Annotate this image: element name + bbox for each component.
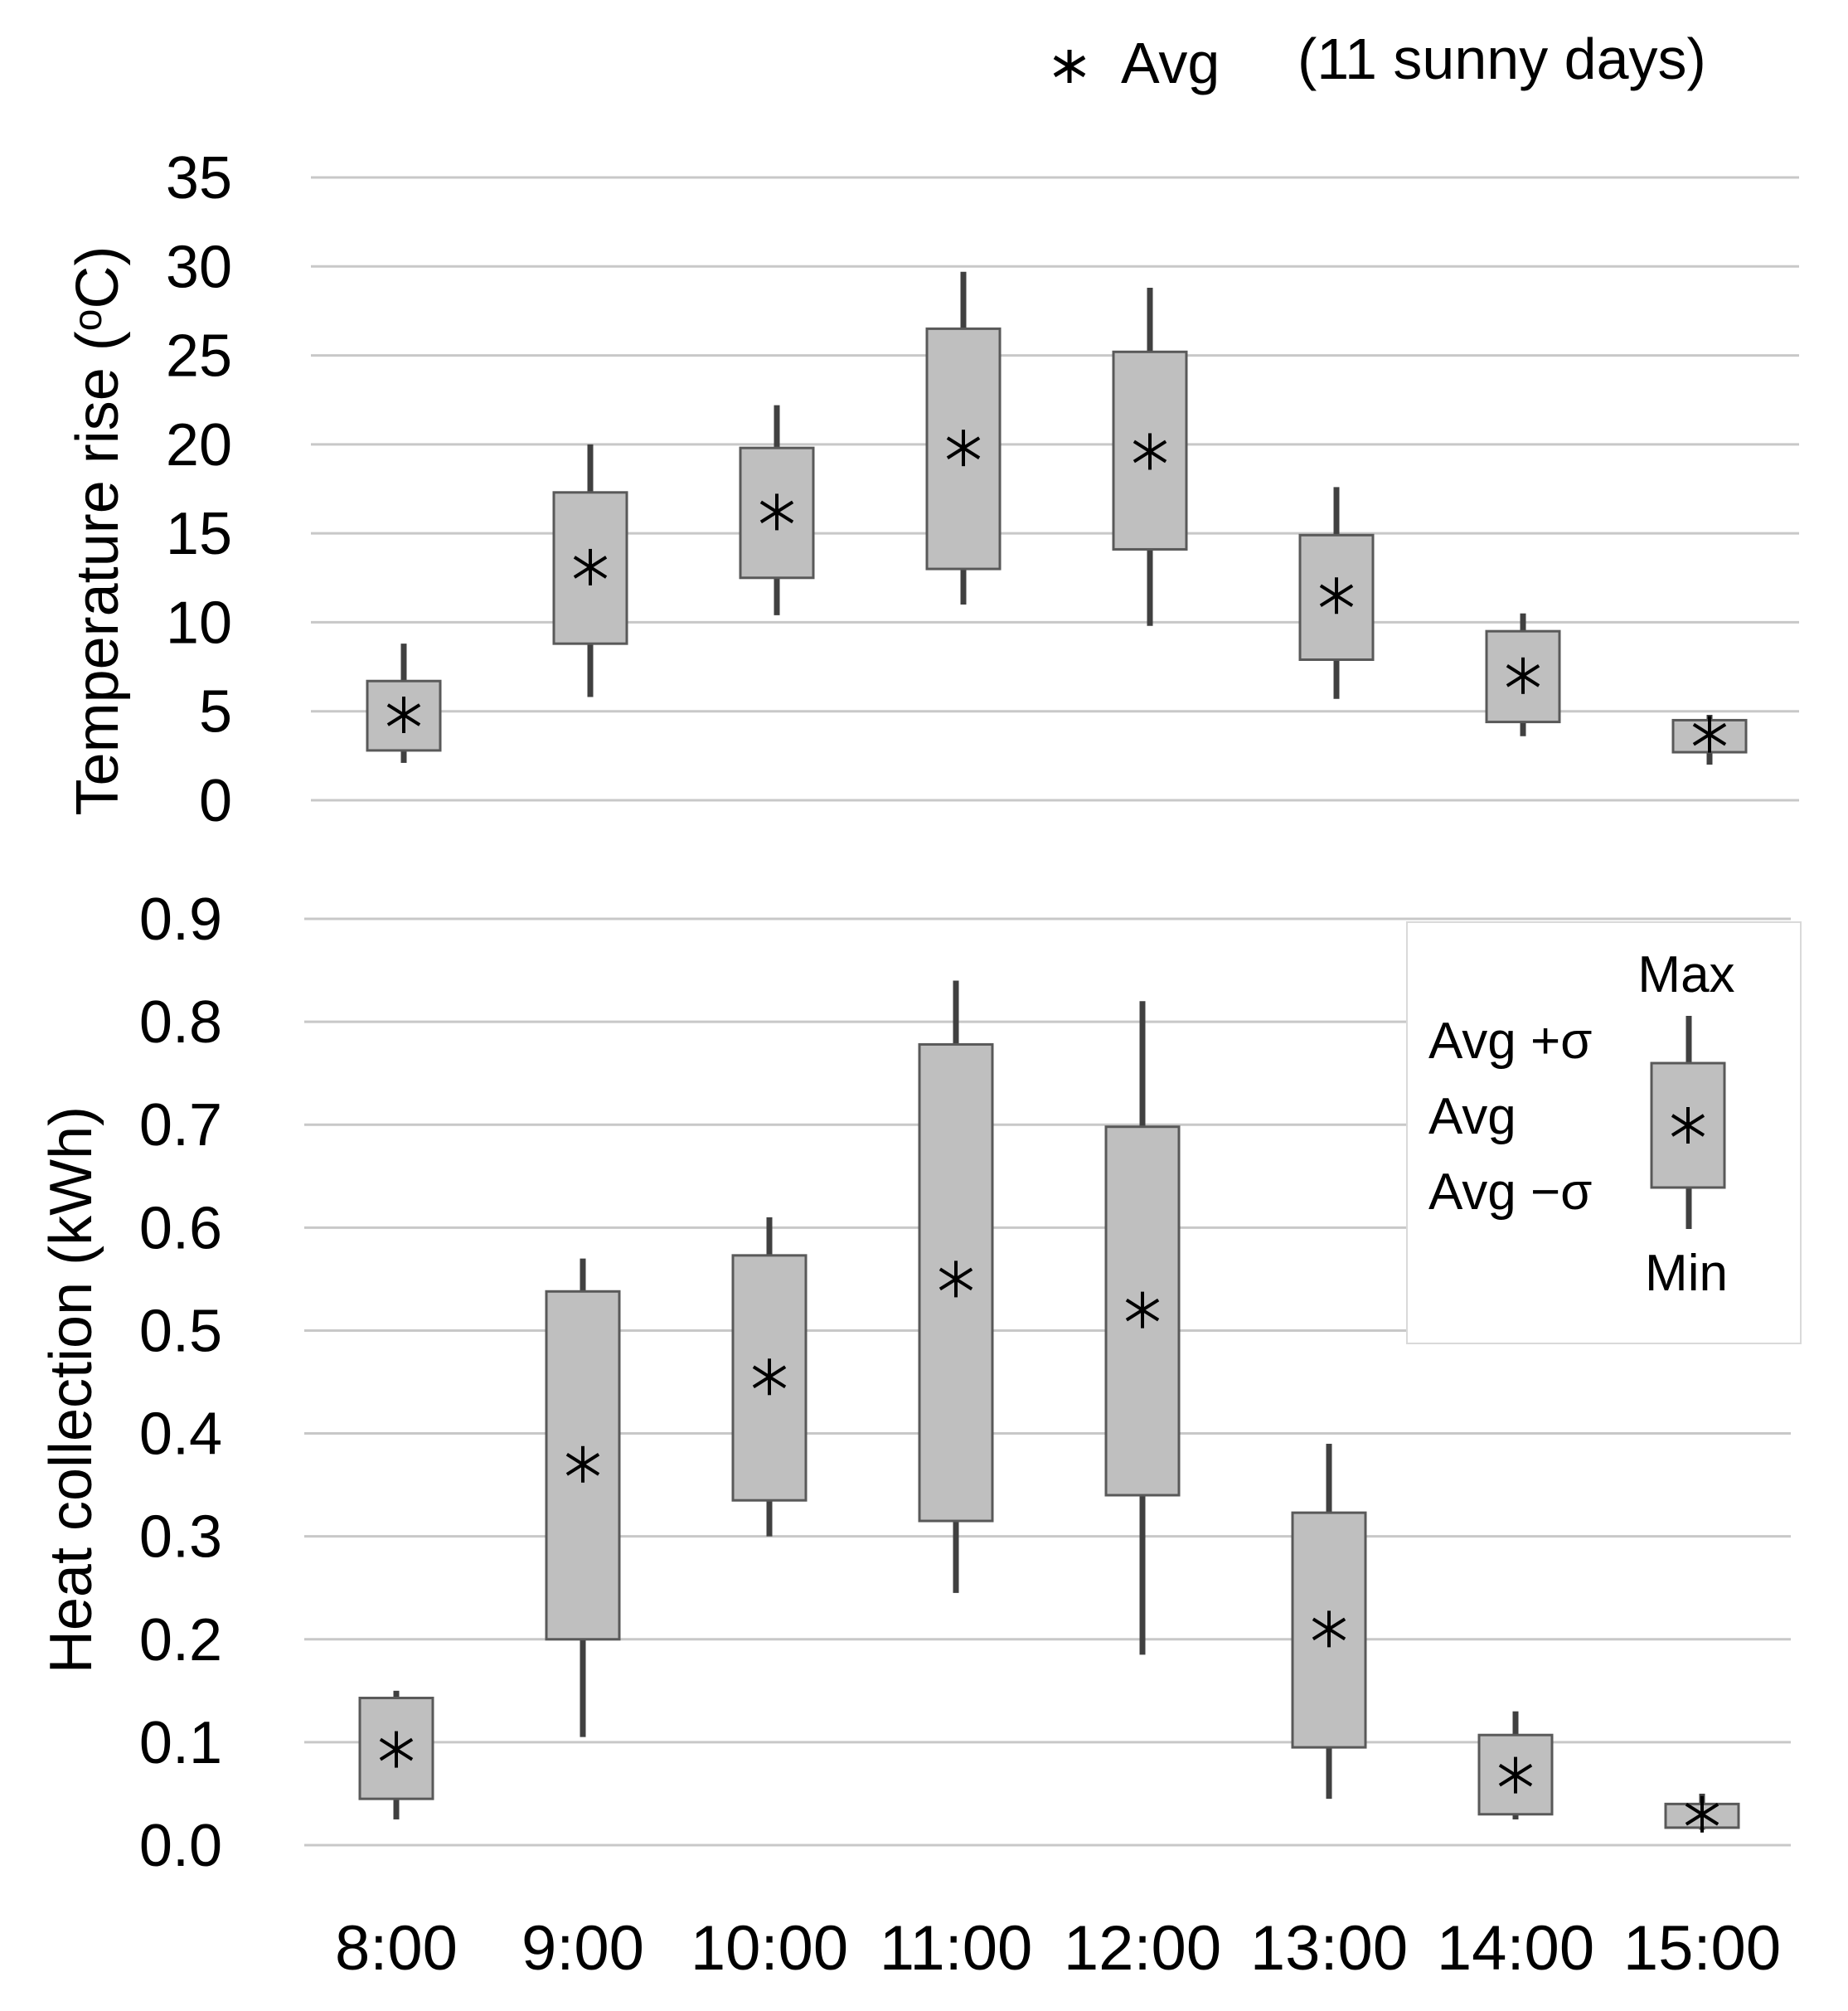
temperature-avg-marker [1506, 657, 1540, 694]
header-legend: Avg (11 sunny days) [1053, 27, 1706, 95]
heat-avg-marker [565, 1445, 600, 1483]
heat-y-tick-label: 0.8 [139, 989, 222, 1056]
legend-min-label: Min [1645, 1245, 1728, 1302]
heat-box-group [358, 1690, 434, 1819]
heat-avg-marker [1685, 1795, 1719, 1833]
temperature-box-group [1671, 715, 1748, 765]
temperature-y-tick-label: 5 [199, 679, 232, 746]
x-tick-label: 13:00 [1250, 1913, 1408, 1984]
temperature-y-tick-label: 25 [166, 323, 232, 390]
heat-box-group [1477, 1711, 1554, 1819]
heat-box-group [545, 1258, 621, 1737]
temperature-avg-marker [946, 430, 981, 467]
heat-y-tick-label: 0.1 [139, 1710, 222, 1776]
temperature-avg-marker [1319, 577, 1354, 614]
box-legend-frame [1406, 921, 1802, 1344]
x-tick-label: 12:00 [1064, 1913, 1221, 1984]
heat-avg-marker [1125, 1291, 1160, 1329]
box-legend: Max Avg +σ Avg Avg −σ Min [1406, 921, 1802, 1344]
x-axis-tick-labels: 8:00 9:00 10:00 11:00 12:00 13:00 14:00 15:00 [335, 1913, 1781, 1984]
temperature-y-tick-label: 20 [166, 412, 232, 478]
heat-avg-marker [1312, 1610, 1346, 1648]
temperature-y-axis-label: Temperature rise (oC) [65, 246, 131, 816]
temperature-y-tick-label: 10 [166, 590, 232, 656]
temperature-avg-marker [386, 697, 421, 734]
x-tick-label: 14:00 [1437, 1913, 1594, 1984]
heat-y-tick-label: 0.0 [139, 1813, 222, 1879]
heat-boxes [358, 980, 1740, 1833]
heat-y-ticks: 0.0 0.1 0.2 0.3 0.4 0.5 0.6 0.7 0.8 0.9 [139, 886, 222, 1879]
heat-avg-marker [379, 1731, 414, 1768]
temperature-box-group [925, 271, 1002, 605]
heat-box-group [1664, 1793, 1740, 1833]
temperature-boxes [366, 271, 1748, 765]
heat-y-tick-label: 0.7 [139, 1092, 222, 1159]
heat-box-group [1104, 1001, 1181, 1655]
temperature-panel: 0 5 10 15 20 25 30 35 Temperature rise (oC) [65, 145, 1799, 834]
temperature-y-tick-label: 30 [166, 234, 232, 300]
heat-avg-marker [752, 1358, 787, 1396]
temperature-y-label-degree: o [66, 309, 110, 332]
heat-y-tick-label: 0.3 [139, 1504, 222, 1571]
legend-avg-plus-label: Avg +σ [1428, 1013, 1592, 1070]
temperature-box-group [1485, 613, 1561, 736]
x-tick-label: 11:00 [880, 1913, 1033, 1984]
temperature-box [925, 327, 1002, 571]
heat-box-group [1291, 1443, 1367, 1800]
heat-y-axis-label: Heat collection (kWh) [38, 1106, 104, 1673]
temperature-box [1485, 629, 1561, 724]
legend-avg-marker-icon [1671, 1107, 1705, 1144]
x-tick-label: 9:00 [521, 1913, 644, 1984]
heat-y-tick-label: 0.4 [139, 1401, 222, 1468]
temperature-y-tick-label: 15 [166, 501, 232, 567]
heat-avg-marker [1498, 1756, 1533, 1794]
temperature-avg-marker [759, 493, 794, 531]
heat-y-tick-label: 0.6 [139, 1195, 222, 1261]
x-tick-label: 15:00 [1623, 1913, 1781, 1984]
temperature-box-group [552, 444, 628, 697]
heat-box-group [918, 980, 994, 1593]
temperature-avg-marker [573, 548, 608, 585]
heat-avg-marker [939, 1261, 973, 1298]
legend-max-label: Max [1637, 946, 1734, 1003]
heat-panel: 0.0 0.1 0.2 0.3 0.4 0.5 0.6 0.7 0.8 0.9 Heat coll… [38, 886, 1802, 1984]
temperature-gridlines [311, 176, 1799, 802]
temperature-box-group [739, 405, 815, 615]
temperature-box-group [1112, 288, 1188, 626]
temperature-box-group [366, 644, 442, 763]
x-tick-label: 10:00 [691, 1913, 848, 1984]
header-avg-label: Avg [1121, 31, 1220, 95]
temperature-avg-marker [1133, 433, 1167, 470]
header-subtitle: (11 sunny days) [1297, 27, 1706, 91]
heat-y-tick-label: 0.9 [139, 886, 222, 953]
x-tick-label: 8:00 [335, 1913, 458, 1984]
temperature-avg-marker [1692, 716, 1727, 753]
heat-box-group [731, 1217, 808, 1537]
legend-avg-minus-label: Avg −σ [1428, 1163, 1592, 1221]
legend-avg-label: Avg [1428, 1088, 1516, 1145]
temperature-y-label-prefix: Temperature rise ( [65, 331, 131, 815]
temperature-y-tick-label: 35 [166, 145, 232, 211]
heat-y-tick-label: 0.5 [139, 1298, 222, 1364]
temperature-y-tick-label: 0 [199, 768, 232, 834]
avg-asterisk-icon [1053, 50, 1086, 83]
temperature-box-group [1298, 487, 1375, 699]
temperature-y-label-suffix: C) [65, 246, 131, 309]
heat-y-tick-label: 0.2 [139, 1607, 222, 1673]
heat-box [731, 1254, 808, 1502]
temperature-y-ticks: 0 5 10 15 20 25 30 35 [166, 145, 232, 834]
